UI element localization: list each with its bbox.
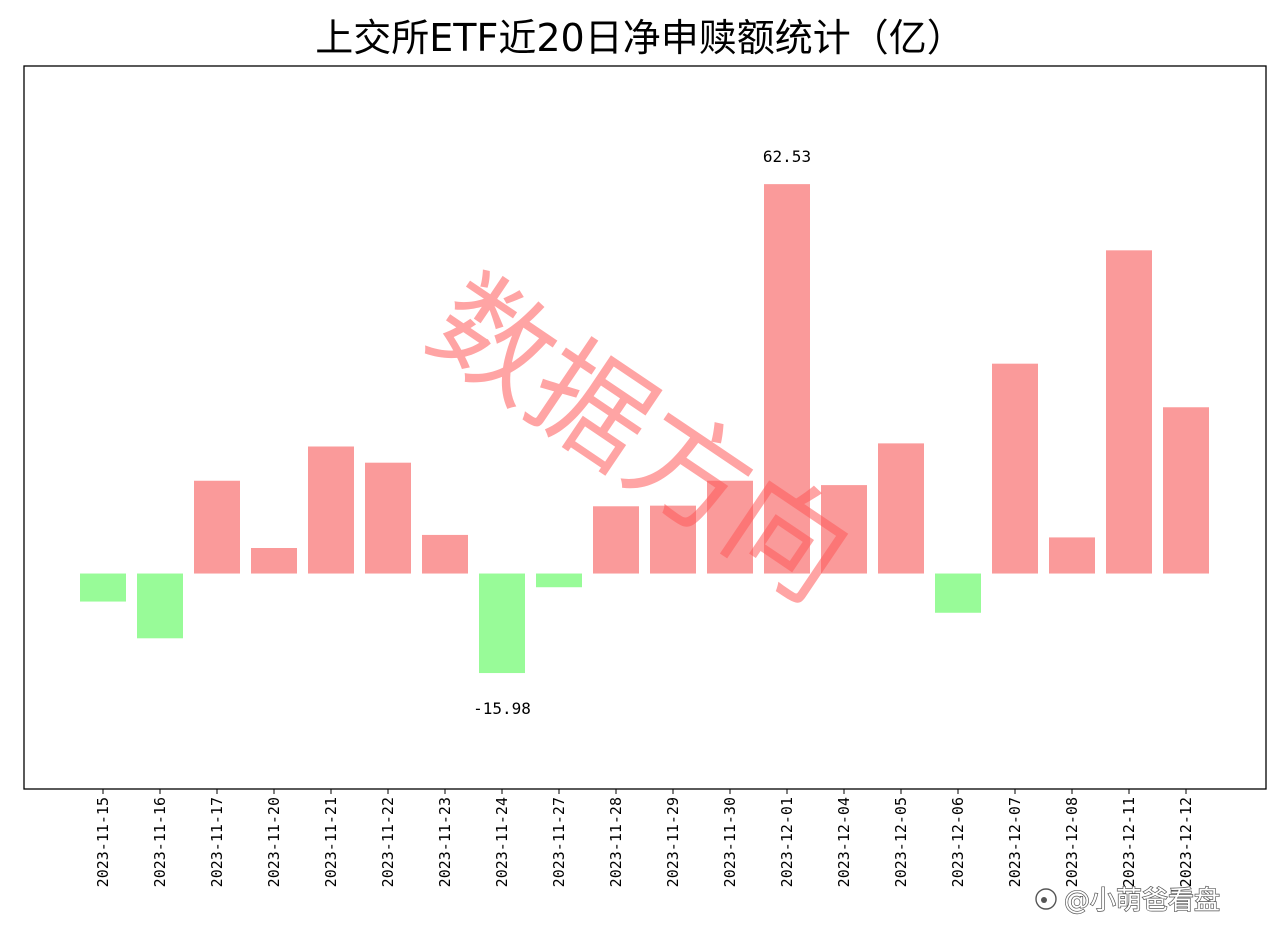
bar-2023-11-17 (194, 480, 240, 574)
weibo-credit: @小萌爸看盘 (1035, 885, 1221, 917)
x-tick-label: 2023-11-22 (379, 797, 397, 887)
data-labels-layer: -15.98 62.53 (473, 147, 811, 718)
bar-2023-12-06 (935, 573, 981, 613)
x-tick-label: 2023-11-23 (436, 797, 454, 887)
bar-2023-11-28 (593, 506, 639, 574)
x-tick-label: 2023-11-16 (151, 797, 169, 887)
x-tick-label: 2023-11-24 (493, 797, 511, 887)
bar-2023-11-27 (536, 573, 582, 588)
x-tick-label: 2023-12-07 (1006, 797, 1024, 887)
bar-2023-11-16 (137, 573, 183, 639)
bar-2023-12-12 (1163, 407, 1209, 574)
bar-2023-11-24 (479, 573, 525, 674)
x-tick-label: 2023-12-06 (949, 797, 967, 887)
x-tick-label: 2023-11-17 (208, 797, 226, 887)
x-tick-label: 2023-12-05 (892, 797, 910, 887)
x-tick-label: 2023-12-11 (1120, 797, 1138, 887)
bars-layer (80, 184, 1209, 674)
x-tick-label: 2023-12-08 (1063, 797, 1081, 887)
bar-2023-11-15 (80, 573, 126, 602)
x-tick-label: 2023-12-12 (1177, 797, 1195, 887)
x-tick-label: 2023-11-28 (607, 797, 625, 887)
x-tick-label: 2023-11-21 (322, 797, 340, 887)
x-tick-label: 2023-11-15 (94, 797, 112, 887)
bar-2023-12-11 (1106, 250, 1152, 574)
x-tick-label: 2023-11-29 (664, 797, 682, 887)
bar-2023-12-01 (764, 184, 810, 574)
x-tick-label: 2023-11-30 (721, 797, 739, 887)
bar-2023-11-29 (650, 505, 696, 574)
data-label-2023-11-24: -15.98 (473, 699, 531, 718)
x-tick-label: 2023-11-20 (265, 797, 283, 887)
x-tick-label: 2023-11-27 (550, 797, 568, 887)
x-tick-label: 2023-12-01 (778, 797, 796, 887)
bar-2023-11-21 (308, 446, 354, 574)
bar-2023-12-04 (821, 485, 867, 574)
bar-2023-11-22 (365, 462, 411, 574)
bar-2023-12-08 (1049, 537, 1095, 574)
credit-text: @小萌爸看盘 (1064, 886, 1220, 916)
x-tick-label: 2023-12-04 (835, 797, 853, 887)
bar-2023-11-30 (707, 480, 753, 574)
chart-title: 上交所ETF近20日净申赎额统计（亿） (315, 16, 965, 60)
bar-2023-11-20 (251, 548, 297, 574)
weibo-logo-eye (1041, 897, 1047, 903)
plot-frame (23, 65, 1267, 790)
bar-2023-12-07 (992, 363, 1038, 574)
bar-2023-11-23 (422, 534, 468, 574)
bar-2023-12-05 (878, 443, 924, 574)
x-axis-ticks: 2023-11-15 2023-11-16 2023-11-17 2023-11-20… (94, 789, 1195, 887)
data-label-2023-12-01: 62.53 (763, 147, 811, 166)
